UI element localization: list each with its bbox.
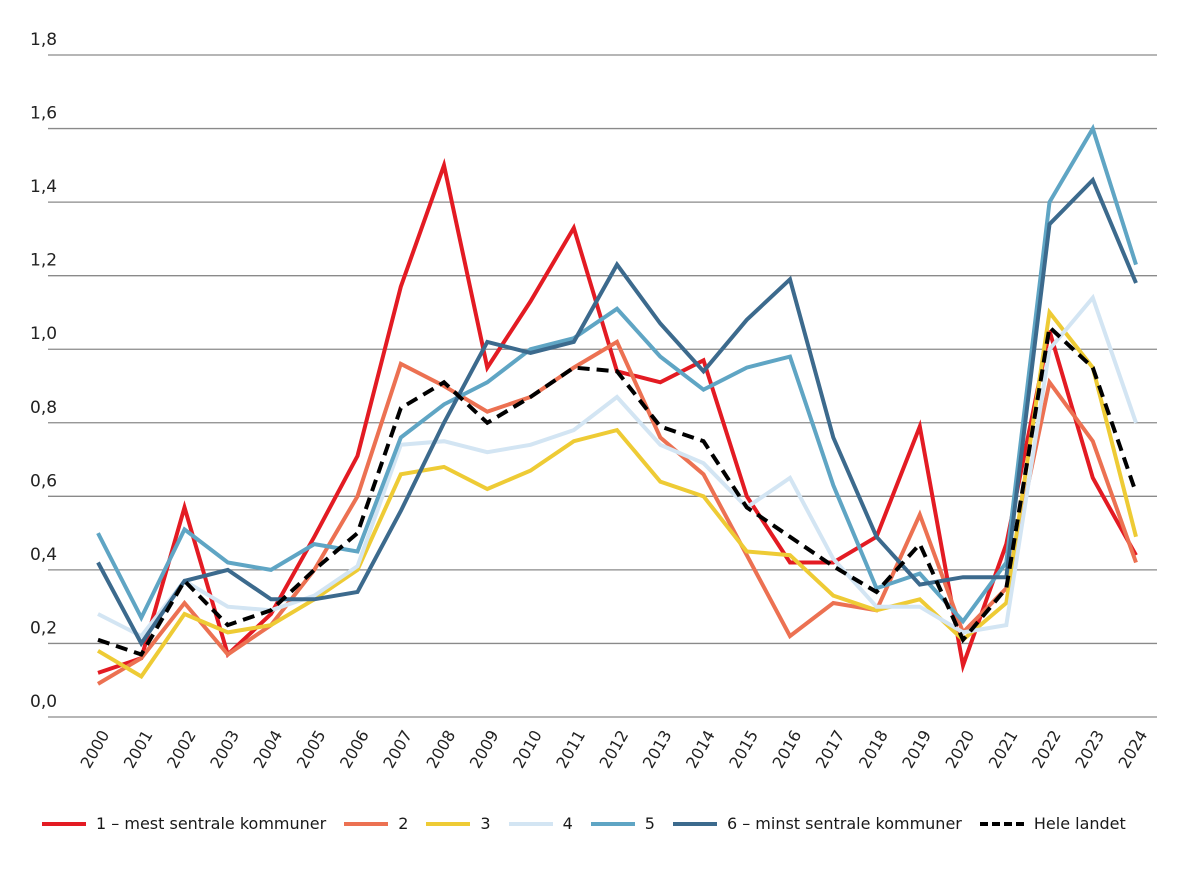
x-tick-label: 2011 [552,727,589,772]
y-tick-label: 0,8 [30,398,57,418]
x-tick-label: 2019 [898,727,935,772]
legend-label: 6 – minst sentrale kommuner [726,814,962,833]
y-tick-label: 0,6 [30,471,57,491]
y-tick-label: 1,6 [30,104,57,124]
x-tick-label: 2003 [206,727,243,772]
legend-label: 2 [398,814,409,833]
legend-label: 4 [562,814,573,833]
legend-item: 6 – minst sentrale kommuner [672,814,962,833]
x-tick-label: 2015 [725,727,762,772]
y-tick-label: 1,2 [30,251,57,271]
x-tick-label: 2001 [120,727,157,772]
legend-label: 3 [480,814,491,833]
legend-swatch [42,821,86,826]
x-tick-label: 2021 [985,727,1022,772]
x-tick-label: 2018 [855,727,892,772]
series-lines [96,123,1138,686]
x-tick-label: 2020 [942,727,979,772]
series-line-7 [97,323,1138,657]
y-tick-label: 1,8 [30,30,57,50]
legend-swatch [508,821,553,826]
x-tick-label: 2023 [1071,727,1108,772]
x-tick-label: 2010 [509,727,546,772]
x-tick-label: 2000 [77,727,114,772]
x-tick-label: 2009 [466,727,503,772]
y-tick-label: 1,0 [30,324,57,344]
line-chart: 0,00,20,40,60,81,01,21,41,61,8 2000 2001 2… [30,30,1157,772]
legend: 1 – mest sentrale kommuner 2 3 4 5 6 – minst … [42,814,1144,833]
x-tick-label: 2004 [250,727,287,772]
x-tick-label: 2006 [336,727,373,772]
legend-item: 3 [426,814,491,833]
legend-swatch [426,821,471,826]
series-line-6 [96,176,1138,648]
x-tick-label: 2007 [379,727,416,772]
y-axis-ticks: 0,0 0,2 0,4 0,6 0,8 1,0 1,2 1,4 1,6 1,8 [30,30,57,712]
legend-item: 2 [344,814,408,833]
x-axis-ticks: 2000 2001 2002 2003 2004 2005 2006 2007 2008 2009… [77,727,1152,772]
x-tick-label: 2016 [769,727,806,772]
legend-swatch [344,821,389,826]
x-tick-label: 2008 [423,727,460,772]
series-line-5 [96,123,1138,625]
legend-label: 1 – mest sentrale kommuner [96,814,327,833]
x-tick-label: 2005 [293,727,330,772]
x-tick-label: 2024 [1115,727,1152,772]
legend-swatch [979,821,1024,826]
x-tick-label: 2012 [596,727,633,772]
legend-item: Hele landet [979,814,1126,833]
legend-item: 5 [590,814,655,833]
x-tick-label: 2017 [812,727,849,772]
legend-item: 1 – mest sentrale kommuner [42,814,326,833]
y-tick-label: 1,4 [30,177,57,197]
y-tick-label: 0,4 [30,545,57,565]
legend-swatch [590,821,635,826]
y-tick-label: 0,2 [30,618,57,638]
x-tick-label: 2002 [163,727,200,772]
y-tick-label: 0,0 [30,692,57,712]
x-tick-label: 2014 [682,727,719,772]
x-tick-label: 2013 [639,727,676,772]
legend-label: Hele landet [1033,814,1126,833]
legend-label: 5 [644,814,655,833]
legend-item: 4 [508,814,573,833]
legend-swatch [672,821,717,826]
x-tick-label: 2022 [1028,727,1065,772]
